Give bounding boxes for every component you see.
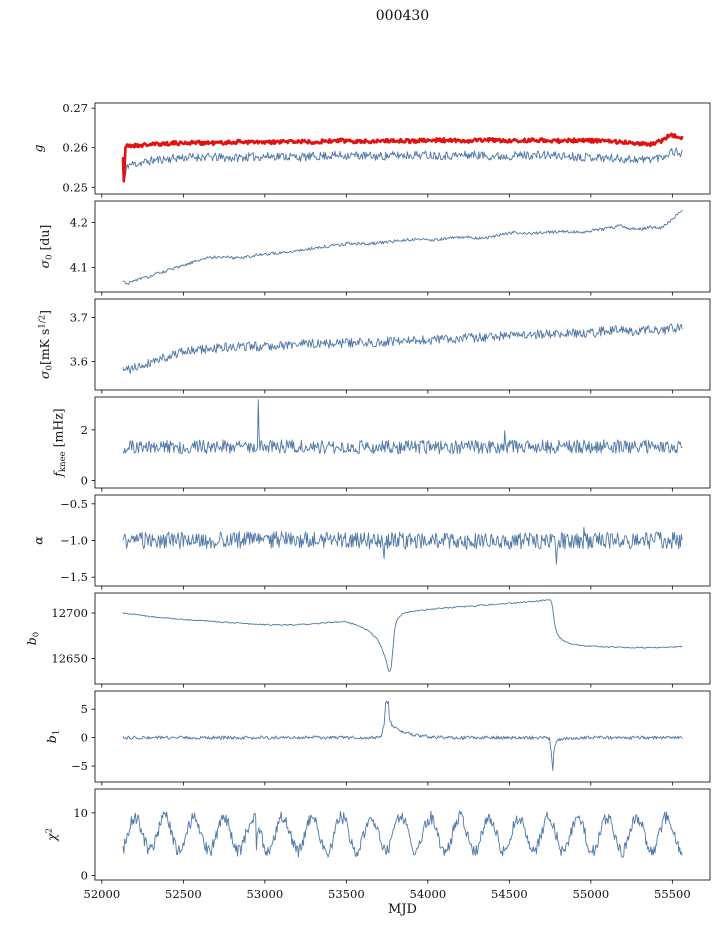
x-axis-label: MJD <box>388 902 417 917</box>
y-tick-label: 12650 <box>51 652 88 666</box>
y-axis-label-4: α <box>31 536 46 545</box>
y-tick-label: 0 <box>81 473 88 487</box>
y-axis-label-0: g <box>31 144 46 152</box>
panel-frame-0 <box>94 102 711 195</box>
y-tick-label: 4.2 <box>70 216 88 230</box>
panel-frame-1 <box>94 200 711 293</box>
y-axis-label-2: σ0[mK s1/2] <box>37 310 55 379</box>
y-tick-label: 3.7 <box>70 310 88 324</box>
alpha-line <box>122 526 683 565</box>
y-axis-label-3: fknee [mHz] <box>50 408 68 477</box>
panel-frame-2 <box>94 298 711 391</box>
y-axis-label-7: χ2 <box>44 828 59 842</box>
b1-line <box>122 700 683 771</box>
y-tick-label: −1.0 <box>60 534 88 548</box>
y-tick-label: 12700 <box>51 606 88 620</box>
y-tick-label: 4.1 <box>70 260 88 274</box>
y-axis-label-5: b0 <box>24 632 42 645</box>
y-tick-label: −1.5 <box>60 570 88 584</box>
y-tick-label: 5 <box>81 702 88 716</box>
y-tick-label: 0.26 <box>62 141 88 155</box>
x-tick-label: 54000 <box>410 887 447 901</box>
g-secondary-line <box>122 147 683 179</box>
panel-frame-4 <box>94 494 711 587</box>
x-tick-label: 52000 <box>84 887 121 901</box>
y-tick-label: 3.6 <box>70 354 88 368</box>
y-tick-label: 0.25 <box>62 180 88 194</box>
x-tick-label: 55500 <box>654 887 691 901</box>
y-axis-label-6: b1 <box>44 730 62 743</box>
x-tick-label: 54500 <box>491 887 528 901</box>
y-tick-label: −0.5 <box>60 497 88 511</box>
x-tick-label: 52500 <box>165 887 202 901</box>
y-tick-label: 0.27 <box>62 101 88 115</box>
sigma0-du-line <box>122 209 683 285</box>
fknee-line <box>122 399 683 455</box>
x-tick-label: 55000 <box>573 887 610 901</box>
y-tick-label: 10 <box>73 806 88 820</box>
b0-line <box>122 599 683 672</box>
panel-frame-5 <box>94 592 711 685</box>
x-tick-label: 53000 <box>247 887 284 901</box>
y-tick-label: −5 <box>71 759 88 773</box>
figure-title: 000430 <box>375 8 430 24</box>
g-main-line <box>121 132 684 183</box>
chi2-line <box>122 810 683 858</box>
panel-frame-6 <box>94 690 711 783</box>
panel-frame-3 <box>94 396 711 489</box>
y-tick-label: 0 <box>81 869 88 883</box>
panel-frame-7 <box>94 788 711 881</box>
y-tick-label: 2 <box>81 423 88 437</box>
y-tick-label: 0 <box>81 731 88 745</box>
y-axis-label-1: σ0 [du] <box>37 225 55 269</box>
sigma0-mks-line <box>122 323 683 374</box>
x-tick-label: 53500 <box>328 887 365 901</box>
